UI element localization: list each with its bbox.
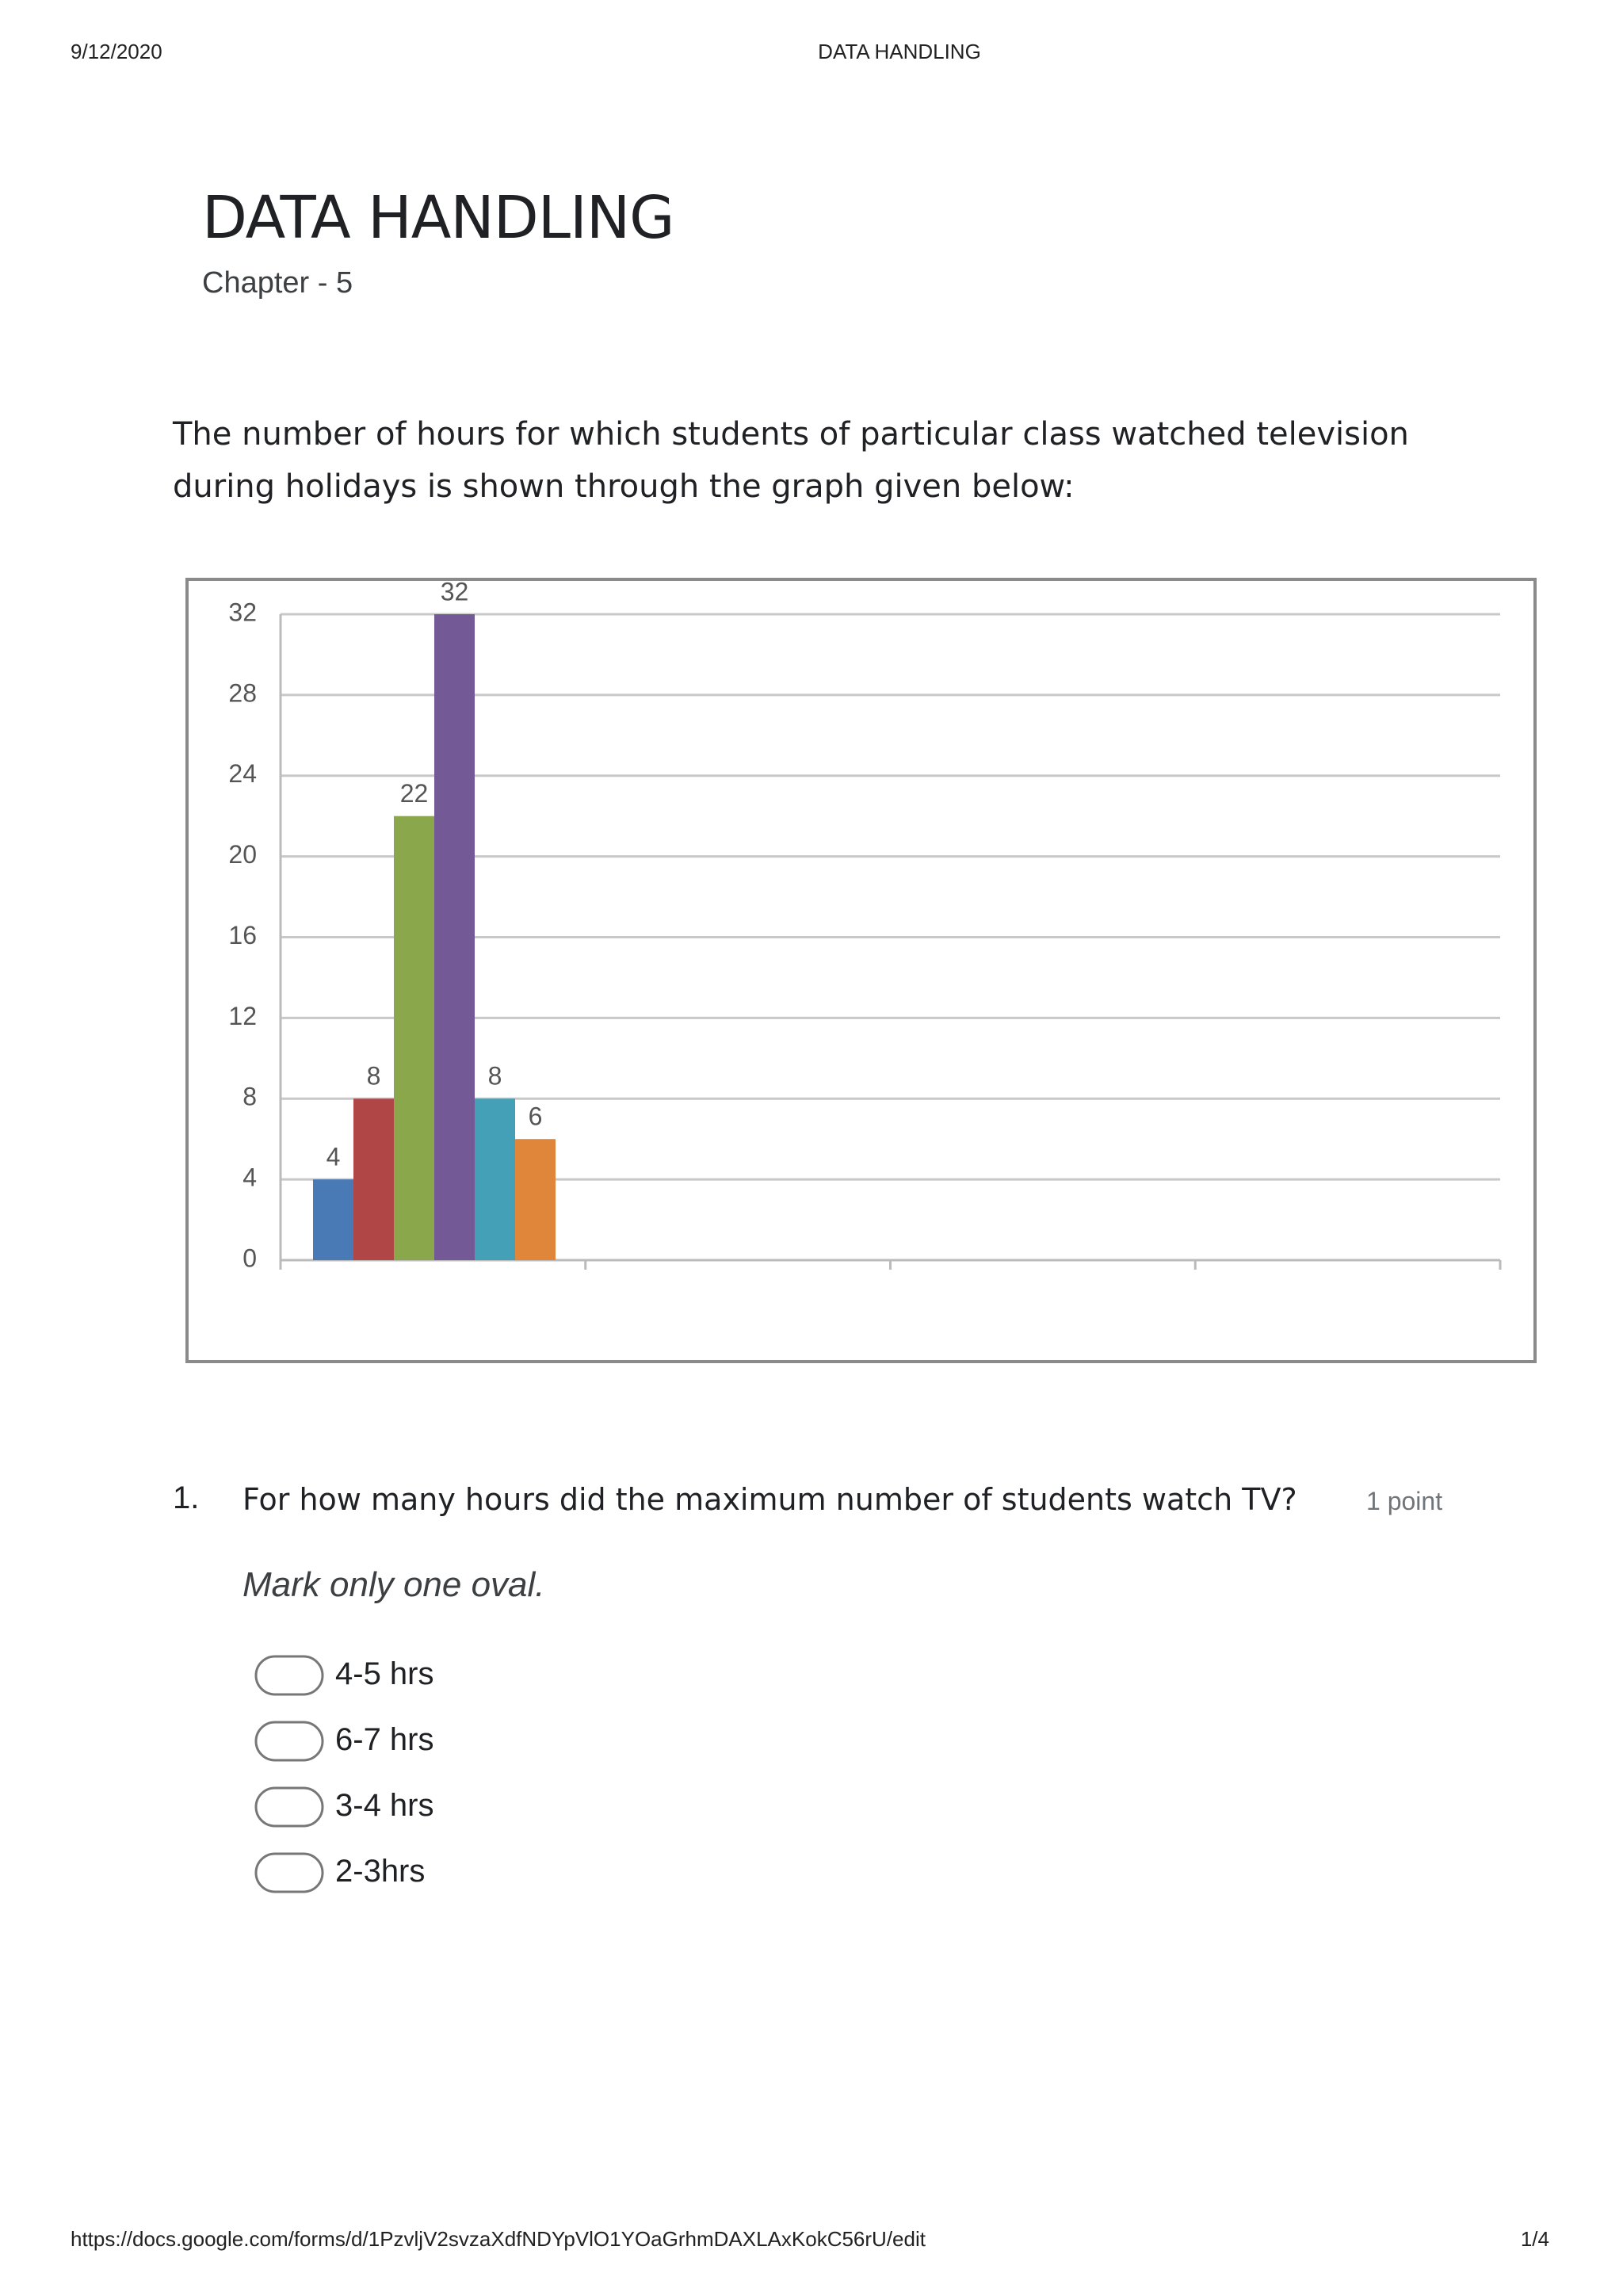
oval (254, 1655, 324, 1696)
print-title: DATA HANDLING (818, 40, 981, 63)
bar (515, 1139, 556, 1260)
question-number: 1. (173, 1480, 200, 1515)
footer-page: 1/4 (1520, 2227, 1549, 2251)
bar (394, 816, 434, 1260)
y-tick-label: 32 (228, 598, 257, 626)
bar (353, 1098, 394, 1260)
value-label: 22 (400, 779, 429, 808)
option-label[interactable]: 2-3hrs (335, 1854, 426, 1889)
value-label: 32 (441, 577, 469, 606)
radio-oval[interactable] (254, 1654, 325, 1697)
value-label: 6 (529, 1102, 543, 1131)
y-tick-label: 16 (228, 921, 257, 949)
radio-oval[interactable] (254, 1851, 325, 1894)
question-hint: Mark only one oval. (242, 1565, 545, 1604)
question-text: For how many hours did the maximum numbe… (242, 1482, 1297, 1517)
oval (254, 1852, 324, 1893)
y-tick-label: 4 (242, 1163, 257, 1192)
option-label[interactable]: 4-5 hrs (335, 1656, 434, 1691)
bar (475, 1098, 515, 1260)
y-tick-label: 0 (242, 1244, 257, 1272)
radio-oval[interactable] (254, 1720, 325, 1763)
value-label: 8 (367, 1062, 381, 1091)
option-label[interactable]: 6-7 hrs (335, 1722, 434, 1757)
form-description: The number of hours for which students o… (173, 416, 1409, 505)
bar (313, 1179, 353, 1260)
radio-oval[interactable] (254, 1786, 325, 1828)
form-title: DATA HANDLING (202, 184, 675, 252)
oval (254, 1786, 324, 1828)
y-tick-label: 24 (228, 759, 257, 788)
print-date: 9/12/2020 (71, 40, 162, 63)
y-tick-label: 20 (228, 840, 257, 869)
option-label[interactable]: 3-4 hrs (335, 1788, 434, 1823)
y-tick-label: 12 (228, 1002, 257, 1030)
form-subtitle: Chapter - 5 (202, 266, 353, 300)
question-points: 1 point (1366, 1487, 1443, 1515)
y-tick-label: 8 (242, 1083, 257, 1111)
oval (254, 1721, 324, 1762)
bar (434, 614, 475, 1260)
value-label: 4 (327, 1143, 341, 1171)
value-label: 8 (488, 1062, 502, 1091)
y-tick-label: 28 (228, 678, 257, 707)
footer-url: https://docs.google.com/forms/d/1PzvljV2… (71, 2227, 926, 2251)
